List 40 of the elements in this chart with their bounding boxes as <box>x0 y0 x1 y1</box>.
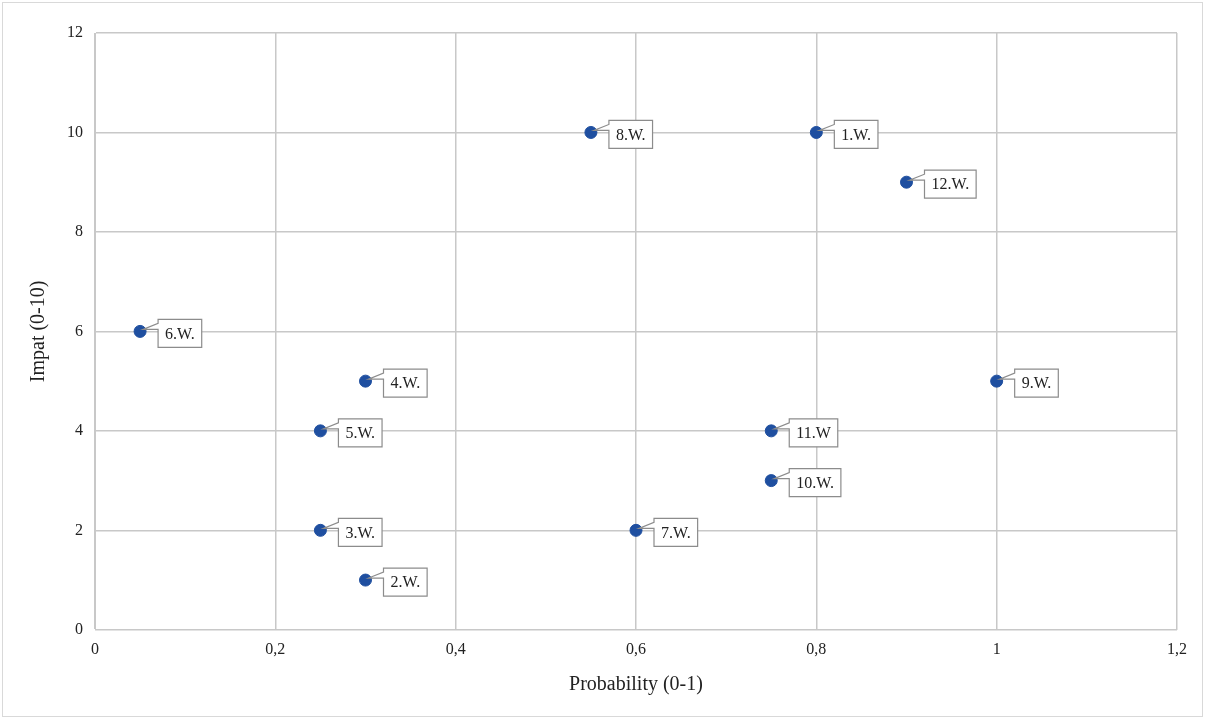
y-tick-label: 10 <box>67 122 83 140</box>
annotation: 3.W. <box>345 523 376 541</box>
x-tick-label: 0,6 <box>626 639 646 657</box>
point <box>359 573 372 587</box>
x-tick-label: 0,8 <box>806 639 827 657</box>
x-axis-title: Probability (0-1) <box>569 672 703 696</box>
point <box>133 324 147 338</box>
annotation: 10.W. <box>796 473 834 491</box>
y-tick-label: 4 <box>75 421 83 439</box>
y-tick-label: 2 <box>75 520 83 538</box>
point <box>809 125 823 139</box>
point <box>990 374 1004 388</box>
annotation: 5.W. <box>345 424 376 442</box>
point <box>313 424 327 438</box>
point <box>313 523 327 537</box>
y-tick-label: 12 <box>67 23 83 41</box>
point <box>584 125 598 139</box>
annotation: 8.W. <box>615 125 646 143</box>
annotation: 12.W. <box>931 175 970 193</box>
point <box>764 474 778 488</box>
y-tick-label: 8 <box>75 222 83 240</box>
annotation: 2.W. <box>390 573 421 591</box>
annotation: 11.W <box>796 424 832 442</box>
point <box>900 175 913 189</box>
point <box>629 523 643 537</box>
x-tick-label: 1,2 <box>1167 639 1187 657</box>
x-tick-label: 0,4 <box>445 639 466 657</box>
point <box>764 424 778 438</box>
x-tick-label: 0 <box>91 639 99 657</box>
x-tick-label: 1 <box>992 639 1001 657</box>
point <box>359 374 372 388</box>
annotation: 1.W. <box>841 125 871 143</box>
y-axis-title: Impat (0-10) <box>26 280 50 383</box>
annotation: 6.W. <box>165 324 195 342</box>
y-tick-label: 6 <box>75 321 83 339</box>
annotation: 4.W. <box>390 374 421 392</box>
y-tick-label: 0 <box>75 620 83 637</box>
annotation: 9.W. <box>1021 374 1052 392</box>
x-tick-label: 0,2 <box>265 639 286 657</box>
annotation: 7.W. <box>661 523 691 541</box>
